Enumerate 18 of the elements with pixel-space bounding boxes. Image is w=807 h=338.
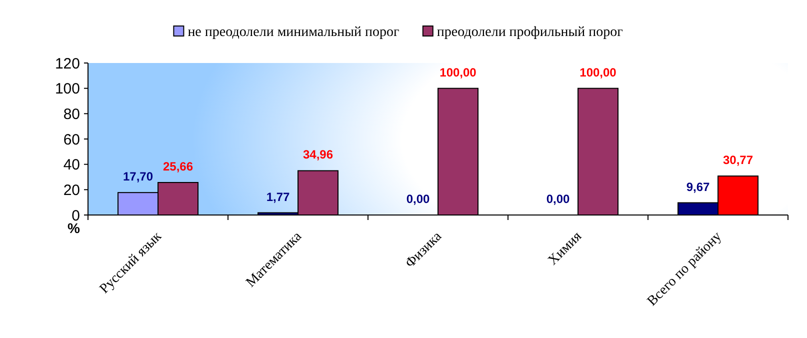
data-label: 0,00 xyxy=(546,192,570,206)
y-tick-label: 100 xyxy=(54,80,80,98)
data-label: 34,96 xyxy=(302,148,334,162)
legend-label: не преодолели минимальный порог xyxy=(188,25,400,40)
data-label: 25,66 xyxy=(162,159,194,174)
data-label: 0,00 xyxy=(406,192,430,206)
y-tick-label: 80 xyxy=(63,106,80,123)
data-label: 17,70 xyxy=(122,170,154,184)
y-tick-label: 40 xyxy=(63,156,80,174)
data-label: 30,77 xyxy=(722,153,754,168)
data-label: 100,00 xyxy=(440,65,477,80)
y-tick-label: 20 xyxy=(63,182,80,199)
data-label: 100,00 xyxy=(580,65,617,80)
y-tick-label: 60 xyxy=(63,131,80,148)
data-label: 1,77 xyxy=(266,190,290,204)
data-label: 9,67 xyxy=(686,180,710,194)
legend-label: преодолели профильный порог xyxy=(436,25,624,40)
y-tick-label: 120 xyxy=(54,55,80,72)
